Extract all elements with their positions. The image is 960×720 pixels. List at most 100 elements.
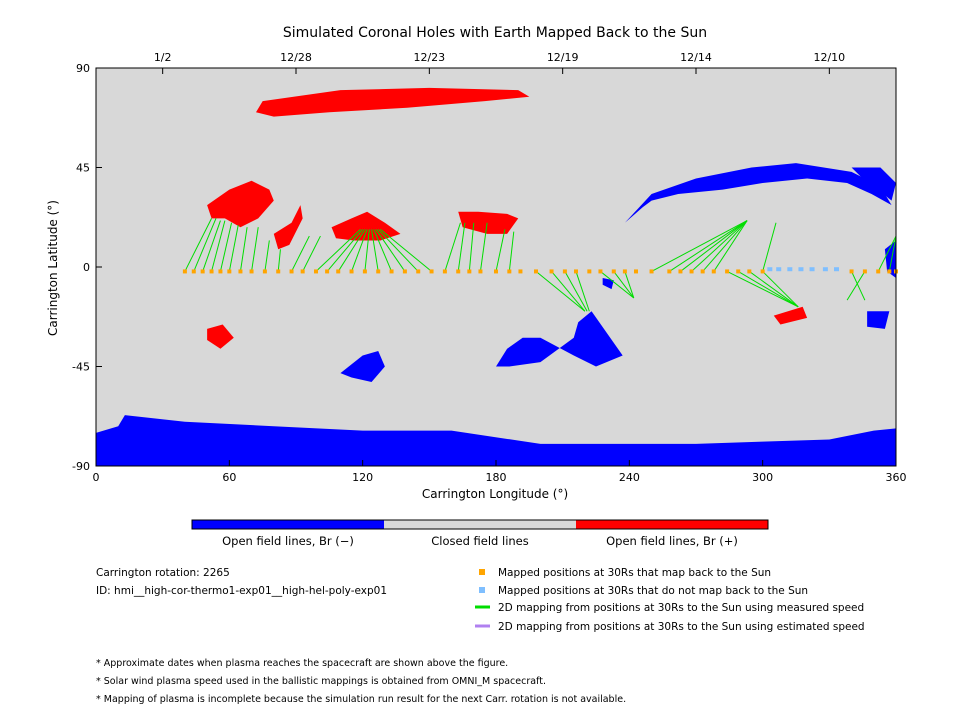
unmapped-position-point: [767, 267, 773, 272]
measured-mapping-line: [691, 220, 748, 272]
measured-mapping-line: [575, 271, 590, 312]
x-tick-label: 0: [93, 471, 100, 484]
top-date-label: 12/19: [547, 51, 579, 64]
measured-mapping-line: [315, 229, 361, 272]
measured-mapping-line: [535, 271, 586, 312]
mapped-position-point: [736, 269, 741, 274]
mapped-position-point: [467, 269, 472, 274]
colorbar-label-positive: Open field lines, Br (+): [606, 534, 738, 548]
mapped-position-point: [876, 269, 881, 274]
measured-mapping-line: [457, 222, 466, 272]
measured-mapping-line: [713, 220, 748, 272]
mapped-position-point: [300, 269, 305, 274]
mapped-position-point: [849, 269, 854, 274]
mapped-position-point: [227, 269, 232, 274]
mapped-position-point: [534, 269, 538, 274]
legend-mapped-marker: [479, 569, 485, 575]
mapped-position-point: [262, 269, 267, 274]
open-positive-region: [773, 306, 808, 325]
mapped-position-point: [429, 269, 434, 274]
mapped-position-point: [507, 269, 512, 274]
mapped-position-point: [191, 269, 196, 274]
measured-mapping-line: [375, 229, 406, 272]
open-negative-region: [496, 311, 623, 367]
open-negative-region: [340, 351, 385, 382]
measured-mapping-line: [737, 270, 799, 308]
mapped-position-point: [760, 269, 765, 274]
chart-title: Simulated Coronal Holes with Earth Mappe…: [283, 25, 707, 41]
open-negative-region: [867, 311, 890, 329]
mapped-position-point: [249, 269, 254, 274]
measured-mapping-line: [277, 249, 281, 272]
top-date-label: 1/2: [154, 51, 172, 64]
mapped-position-point: [611, 269, 616, 274]
mapped-position-point: [456, 269, 461, 274]
measured-mapping-line: [251, 227, 259, 272]
measured-mapping-line: [302, 235, 321, 272]
measured-mapping-line: [846, 271, 866, 301]
measured-mapping-line: [651, 220, 748, 272]
y-axis-label: Carrington Latitude (°): [46, 200, 60, 336]
measured-mapping-line: [613, 271, 635, 299]
mapped-position-point: [209, 269, 214, 274]
measured-mapping-line: [444, 222, 461, 272]
unmapped-position-point: [787, 267, 793, 272]
colorbar-closed: [384, 520, 576, 529]
top-date-label: 12/28: [280, 51, 312, 64]
colorbar-frame: [191, 519, 769, 530]
measured-mapping-line: [479, 222, 488, 272]
open-positive-region: [207, 324, 234, 349]
mapped-position-point: [725, 269, 730, 274]
mapped-position-point: [518, 269, 523, 274]
colorbar-positive: [576, 520, 768, 529]
measured-mapping-line: [337, 229, 366, 272]
x-tick-label: 360: [886, 471, 907, 484]
note-speed: * Solar wind plasma speed used in the ba…: [96, 676, 546, 687]
measured-mapping-line: [600, 271, 635, 299]
mapped-position-point: [349, 269, 354, 274]
mapped-position-point: [389, 269, 394, 274]
mapped-position-point: [314, 269, 318, 274]
mapped-position-point: [862, 269, 867, 274]
measured-mapping-line: [762, 222, 777, 272]
open-negative-region: [624, 163, 892, 223]
measured-mapping-line: [377, 229, 419, 272]
open-positive-region: [256, 87, 530, 117]
legend: Mapped positions at 30Rs that map back t…: [475, 567, 865, 633]
y-tick-label: 90: [76, 62, 90, 75]
closed-field-background: [96, 68, 896, 466]
measured-mapping-line: [364, 229, 370, 272]
mapped-position-point: [442, 269, 447, 274]
mapped-position-point: [402, 269, 407, 274]
note-incomplete: * Mapping of plasma is incomplete becaus…: [96, 694, 626, 705]
colorbar-label-negative: Open field lines, Br (−): [222, 534, 354, 548]
y-tick-label: -45: [72, 361, 90, 374]
measured-mapping-line: [468, 222, 475, 272]
mapped-position-point: [700, 269, 705, 274]
legend-not-mapped-marker: [479, 587, 485, 593]
open-positive-region: [331, 211, 401, 241]
legend-mapped-label: Mapped positions at 30Rs that map back t…: [498, 567, 771, 579]
unmapped-position-point: [809, 267, 815, 272]
measured-mapping-line: [669, 220, 748, 272]
top-date-label: 12/10: [813, 51, 845, 64]
mapped-position-point: [562, 269, 567, 274]
mapped-position-point: [494, 269, 498, 274]
measured-mapping-line: [877, 235, 897, 272]
measured-mapping-line: [762, 271, 799, 308]
measured-mapping-line: [184, 218, 213, 272]
measured-mapping-line: [749, 271, 799, 308]
mapped-position-point: [634, 269, 638, 274]
colorbar: Open field lines, Br (−) Closed field li…: [191, 519, 769, 548]
measured-mapping-line: [495, 229, 506, 272]
legend-measured-label: 2D mapping from positions at 30Rs to the…: [498, 602, 864, 614]
measured-mapping-line: [508, 231, 515, 272]
measured-mapping-line: [551, 271, 586, 312]
note-dates: * Approximate dates when plasma reaches …: [96, 658, 508, 669]
measured-mapping-line: [702, 220, 748, 272]
measured-mapping-line: [202, 220, 221, 272]
mapped-position-point: [362, 269, 367, 274]
mapped-position-point: [622, 269, 627, 274]
mapped-position-point: [218, 269, 223, 274]
